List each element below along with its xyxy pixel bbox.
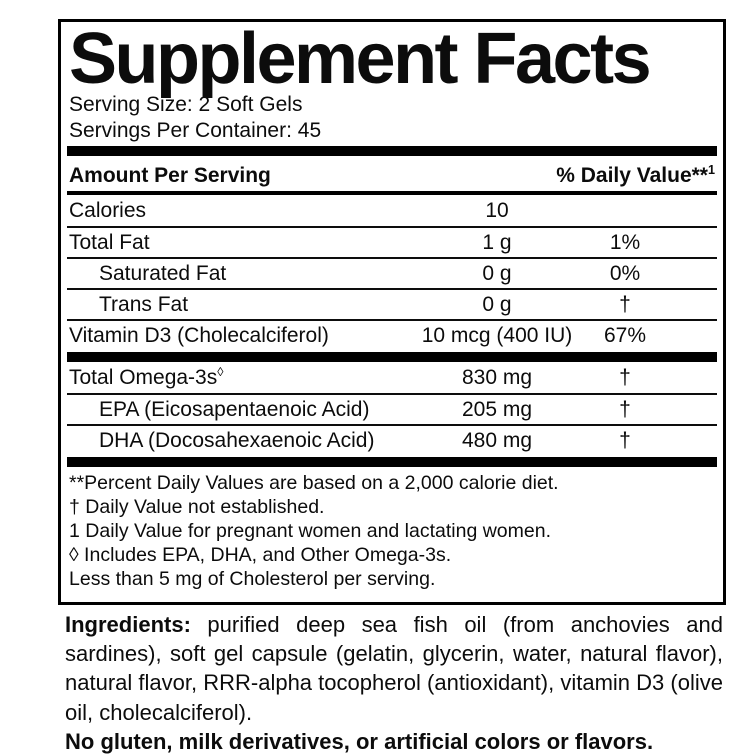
footnotes-block: **Percent Daily Values are based on a 2,…: [67, 467, 717, 591]
nutrient-amount: 0 g: [482, 292, 512, 316]
nutrient-amount: 10 mcg (400 IU): [421, 323, 573, 347]
nutrient-daily-value: †: [619, 397, 631, 421]
supplement-facts-panel: Supplement Facts Serving Size: 2 Soft Ge…: [58, 19, 726, 605]
nutrient-daily-value: †: [619, 292, 631, 316]
table-row-trans-fat: Trans Fat 0 g †: [67, 288, 717, 319]
nutrient-daily-value: †: [619, 365, 631, 389]
table-row-calories: Calories 10: [67, 195, 717, 226]
daily-value-footnote-marker: 1: [707, 163, 715, 177]
footnote-dagger: † Daily Value not established.: [69, 496, 325, 518]
nutrient-daily-value: 0%: [609, 261, 641, 285]
lozenge-footnote-marker: ◊: [217, 365, 224, 379]
nutrient-amount: 0 g: [482, 261, 512, 285]
table-row-epa: EPA (Eicosapentaenoic Acid) 205 mg †: [67, 393, 717, 424]
amount-per-serving-header: Amount Per Serving: [69, 164, 271, 187]
ingredients-label: Ingredients:: [65, 612, 191, 637]
nutrient-name: Total Omega-3s◊: [69, 365, 224, 389]
nutrient-amount: 480 mg: [461, 428, 533, 452]
footnote-percent-daily-values: **Percent Daily Values are based on a 2,…: [69, 472, 559, 494]
panel-title: Supplement Facts: [69, 19, 652, 99]
nutrient-rows-group-2: Total Omega-3s◊ 830 mg † EPA (Eicosapent…: [67, 362, 717, 455]
footnote-cholesterol: Less than 5 mg of Cholesterol per servin…: [69, 568, 436, 590]
thick-rule-bottom: [67, 457, 717, 467]
nutrient-amount: 205 mg: [461, 397, 533, 421]
nutrient-amount: 10: [485, 198, 509, 222]
table-row-dha: DHA (Docosahexaenoic Acid) 480 mg †: [67, 424, 717, 455]
table-header-row: Amount Per Serving % Daily Value**1: [67, 156, 717, 195]
footnote-lozenge: ◊ Includes EPA, DHA, and Other Omega-3s.: [69, 544, 452, 566]
nutrient-daily-value: 67%: [603, 323, 647, 347]
nutrient-daily-value: 1%: [609, 230, 641, 254]
nutrient-rows-group-1: Calories 10 Total Fat 1 g 1% Saturated F…: [67, 195, 717, 350]
servings-per-container: Servings Per Container: 45: [69, 119, 322, 142]
nutrient-amount: 830 mg: [461, 365, 533, 389]
daily-value-header: % Daily Value**1: [556, 163, 715, 187]
table-row-total-omega-3s: Total Omega-3s◊ 830 mg †: [67, 362, 717, 393]
nutrient-name: EPA (Eicosapentaenoic Acid): [99, 397, 370, 421]
nutrient-daily-value: †: [619, 428, 631, 452]
ingredients-section: Ingredients: purified deep sea fish oil …: [65, 610, 723, 756]
nutrient-name: DHA (Docosahexaenoic Acid): [99, 428, 375, 452]
nutrient-name: Vitamin D3 (Cholecalciferol): [69, 323, 329, 347]
ingredients-paragraph: Ingredients: purified deep sea fish oil …: [65, 610, 723, 727]
table-row-vitamin-d3: Vitamin D3 (Cholecalciferol) 10 mcg (400…: [67, 319, 717, 350]
table-row-saturated-fat: Saturated Fat 0 g 0%: [67, 257, 717, 288]
nutrient-name: Saturated Fat: [99, 261, 227, 285]
table-row-total-fat: Total Fat 1 g 1%: [67, 226, 717, 257]
thick-rule-middle: [67, 352, 717, 362]
nutrient-name: Trans Fat: [99, 292, 189, 316]
thick-rule-top: [67, 146, 717, 156]
nutrient-name: Calories: [69, 198, 147, 222]
nutrient-name: Total Fat: [69, 230, 150, 254]
nutrient-amount: 1 g: [482, 230, 512, 254]
footnote-pregnant-lactating: 1 Daily Value for pregnant women and lac…: [69, 520, 551, 542]
ingredients-list: purified deep sea fish oil (from anchovi…: [65, 612, 723, 725]
serving-size: Serving Size: 2 Soft Gels: [69, 93, 303, 116]
no-additives-claim: No gluten, milk derivatives, or artifici…: [65, 728, 654, 754]
